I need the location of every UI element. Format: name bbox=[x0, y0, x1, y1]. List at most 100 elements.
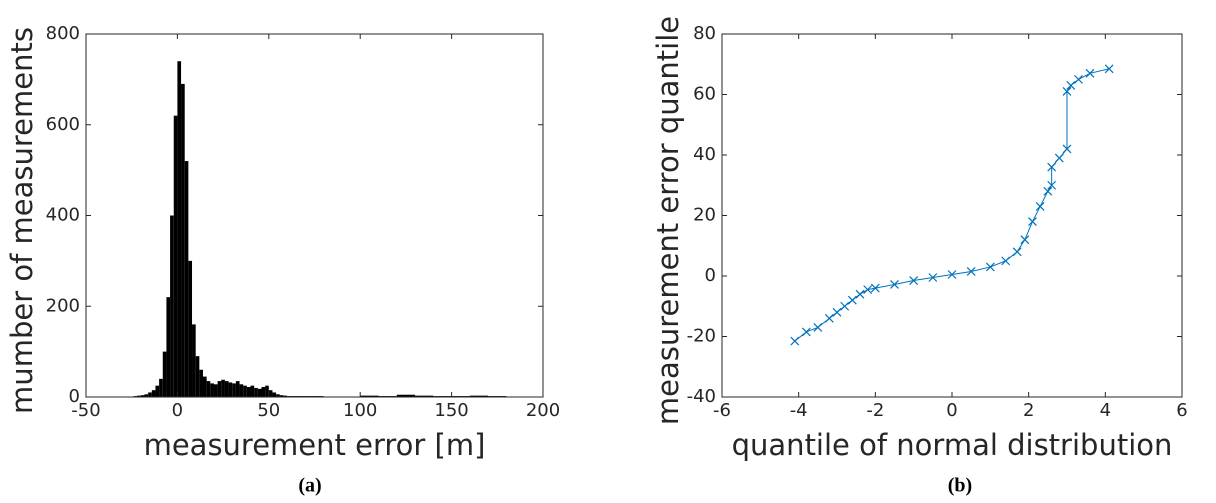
bar bbox=[166, 297, 171, 397]
bar bbox=[184, 161, 189, 397]
marker bbox=[1062, 144, 1072, 154]
x-tick-label: 2 bbox=[1023, 400, 1034, 421]
bar bbox=[159, 378, 163, 397]
caption: (a) bbox=[298, 475, 321, 497]
bar bbox=[217, 381, 222, 397]
bar bbox=[283, 395, 288, 397]
bar bbox=[415, 395, 434, 397]
x-tick-label: 0 bbox=[946, 400, 957, 421]
bar bbox=[221, 379, 225, 397]
bar bbox=[265, 385, 269, 397]
y-tick-label: -20 bbox=[687, 326, 716, 347]
bar bbox=[155, 385, 160, 397]
x-axis-label: quantile of normal distribution bbox=[732, 428, 1173, 462]
bar bbox=[181, 83, 185, 397]
bar bbox=[173, 115, 178, 398]
bar bbox=[210, 383, 214, 397]
bar bbox=[151, 390, 156, 397]
x-tick-label: 100 bbox=[343, 400, 377, 421]
x-tick-label: -50 bbox=[71, 400, 100, 421]
y-tick-label: 20 bbox=[693, 205, 716, 226]
bar bbox=[192, 324, 196, 397]
marker bbox=[890, 280, 899, 289]
bar bbox=[188, 260, 193, 397]
x-axis-label: measurement error [m] bbox=[144, 428, 486, 462]
y-tick-label: 0 bbox=[69, 386, 80, 407]
marker bbox=[1020, 235, 1030, 245]
bar bbox=[206, 381, 211, 397]
x-tick-label: -2 bbox=[866, 400, 884, 421]
marker bbox=[840, 301, 850, 311]
y-tick-label: 80 bbox=[693, 23, 716, 44]
bar bbox=[279, 395, 284, 397]
y-tick-label: 40 bbox=[693, 144, 716, 165]
x-tick-label: 0 bbox=[172, 400, 183, 421]
marker bbox=[847, 295, 857, 305]
bar bbox=[162, 351, 167, 397]
marker bbox=[1047, 180, 1057, 190]
bar bbox=[232, 383, 236, 397]
marker bbox=[813, 323, 823, 332]
marker bbox=[966, 267, 976, 276]
axes-box bbox=[85, 33, 544, 398]
bar bbox=[396, 394, 416, 397]
bar bbox=[250, 385, 255, 397]
marker bbox=[1104, 64, 1114, 74]
bar bbox=[246, 387, 251, 397]
y-tick-label: 600 bbox=[46, 114, 80, 135]
x-tick-label: 6 bbox=[1176, 400, 1187, 421]
marker bbox=[1001, 256, 1011, 266]
marker bbox=[1062, 87, 1072, 96]
bar bbox=[144, 394, 149, 397]
y-tick-label: 60 bbox=[693, 84, 716, 105]
line bbox=[794, 68, 1110, 342]
caption: (b) bbox=[948, 475, 972, 497]
marker bbox=[928, 273, 938, 282]
x-tick-label: 150 bbox=[434, 400, 468, 421]
marker bbox=[801, 327, 811, 337]
bar bbox=[243, 385, 247, 397]
marker bbox=[1035, 202, 1045, 211]
marker bbox=[1074, 74, 1083, 84]
x-tick-label: 50 bbox=[257, 400, 280, 421]
marker bbox=[824, 313, 834, 323]
bar bbox=[213, 384, 218, 397]
y-tick-label: 800 bbox=[46, 23, 80, 44]
bar bbox=[137, 395, 141, 397]
marker bbox=[790, 336, 800, 346]
marker bbox=[1085, 68, 1095, 78]
marker bbox=[1043, 186, 1053, 196]
bar bbox=[170, 215, 174, 397]
bar bbox=[148, 392, 152, 397]
bar bbox=[202, 376, 207, 397]
bar bbox=[177, 61, 182, 397]
marker bbox=[1066, 81, 1076, 90]
y-axis-label: mumber of measurements bbox=[5, 27, 39, 414]
x-tick-label: 4 bbox=[1100, 400, 1111, 421]
bar bbox=[360, 395, 379, 397]
marker bbox=[947, 270, 957, 279]
marker bbox=[870, 283, 880, 293]
marker bbox=[985, 262, 995, 272]
marker bbox=[863, 285, 873, 295]
x-tick-label: -4 bbox=[790, 400, 808, 421]
bar bbox=[239, 384, 244, 397]
bar bbox=[257, 388, 262, 397]
y-axis-label: measurement error quantile bbox=[651, 16, 685, 425]
x-tick-label: 200 bbox=[526, 400, 560, 421]
bar bbox=[195, 356, 200, 397]
bar bbox=[261, 387, 266, 397]
bar bbox=[228, 382, 233, 397]
marker bbox=[1012, 247, 1022, 257]
bar bbox=[140, 395, 145, 397]
bar bbox=[268, 390, 273, 397]
bar bbox=[469, 395, 489, 397]
bar bbox=[272, 392, 277, 397]
marker bbox=[909, 276, 919, 285]
bar bbox=[254, 387, 258, 397]
marker bbox=[1047, 162, 1057, 172]
marker bbox=[855, 289, 865, 299]
y-tick-label: 200 bbox=[46, 295, 80, 316]
y-tick-label: -40 bbox=[687, 386, 716, 407]
